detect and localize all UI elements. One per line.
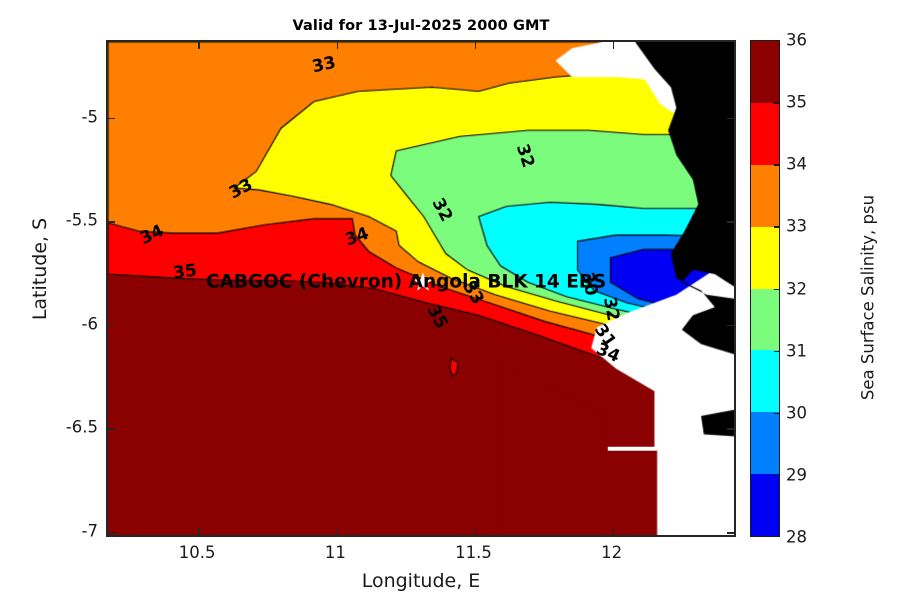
colorbar-tick bbox=[774, 288, 780, 290]
y-tick bbox=[727, 221, 734, 223]
colorbar-title: Sea Surface Salinity, psu bbox=[858, 194, 878, 401]
colorbar-ticks bbox=[750, 40, 780, 537]
y-tick-label: -6.5 bbox=[65, 417, 98, 437]
x-tick bbox=[474, 42, 477, 49]
x-tick-label: 11 bbox=[324, 543, 346, 562]
x-tick bbox=[198, 42, 200, 49]
colorbar-tick-label: 33 bbox=[786, 216, 807, 236]
y-tick bbox=[727, 117, 734, 120]
colorbar-tick-label: 35 bbox=[786, 92, 807, 112]
x-tick bbox=[198, 528, 200, 535]
salinity-contour-canvas bbox=[108, 42, 734, 535]
y-tick bbox=[108, 428, 115, 431]
colorbar-tick-label: 34 bbox=[786, 154, 807, 174]
y-tick bbox=[108, 324, 115, 327]
y-tick-label: -7 bbox=[81, 521, 98, 541]
x-axis-title: Longitude, E bbox=[361, 570, 481, 592]
colorbar-band bbox=[751, 164, 779, 227]
y-tick-label: -5.5 bbox=[65, 210, 98, 230]
y-tick-label: -6 bbox=[81, 314, 98, 334]
colorbar-band bbox=[751, 288, 779, 351]
y-tick bbox=[727, 531, 734, 534]
colorbar-tick bbox=[774, 350, 780, 353]
x-tick bbox=[336, 528, 339, 535]
colorbar-tick bbox=[774, 102, 780, 104]
site-annotation-label: CABGOC (Chevron) Angola BLK 14 EBS bbox=[206, 271, 607, 293]
colorbar-band bbox=[751, 226, 779, 289]
colorbar-band bbox=[751, 350, 779, 413]
colorbar-band bbox=[751, 102, 779, 165]
colorbar-tick-label: 31 bbox=[786, 341, 807, 361]
colorbar-tick bbox=[774, 412, 780, 415]
colorbar-tick-label: 32 bbox=[786, 279, 807, 298]
colorbar-tick bbox=[774, 226, 780, 228]
colorbar-tick-label: 36 bbox=[786, 30, 807, 50]
colorbar-tick bbox=[774, 164, 780, 166]
x-tick bbox=[336, 42, 339, 49]
colorbar-tick-label: 30 bbox=[786, 403, 807, 423]
x-tick-label: 10.5 bbox=[178, 543, 216, 562]
colorbar-band bbox=[751, 474, 779, 536]
x-tick-label: 12 bbox=[601, 543, 623, 562]
y-tick bbox=[108, 117, 115, 120]
y-tick bbox=[727, 428, 734, 431]
y-tick bbox=[727, 324, 734, 327]
colorbar-tick-label: 28 bbox=[786, 527, 807, 547]
colorbar-band bbox=[751, 41, 779, 103]
colorbar-tick-label: 29 bbox=[786, 465, 807, 485]
x-tick-label: 11.5 bbox=[455, 543, 492, 562]
y-axis-title: Latitude, S bbox=[29, 217, 51, 321]
colorbar-band bbox=[751, 412, 779, 475]
x-tick bbox=[612, 528, 615, 535]
x-tick bbox=[474, 528, 477, 535]
y-tick-labels: -5 -5.5 -6 -6.5 -7 bbox=[0, 0, 98, 600]
colorbar-tick bbox=[774, 474, 780, 477]
y-tick bbox=[108, 531, 115, 534]
y-tick-label: -5 bbox=[81, 107, 98, 127]
y-tick bbox=[108, 221, 115, 223]
site-star-icon: ★ bbox=[411, 267, 435, 297]
page-title: Valid for 13-Jul-2025 2000 GMT bbox=[292, 18, 550, 34]
map-axes[interactable]: 33 33 32 32 34 35 34 33 35 30 31 34 32 ★ bbox=[106, 40, 736, 537]
x-tick bbox=[612, 42, 615, 49]
